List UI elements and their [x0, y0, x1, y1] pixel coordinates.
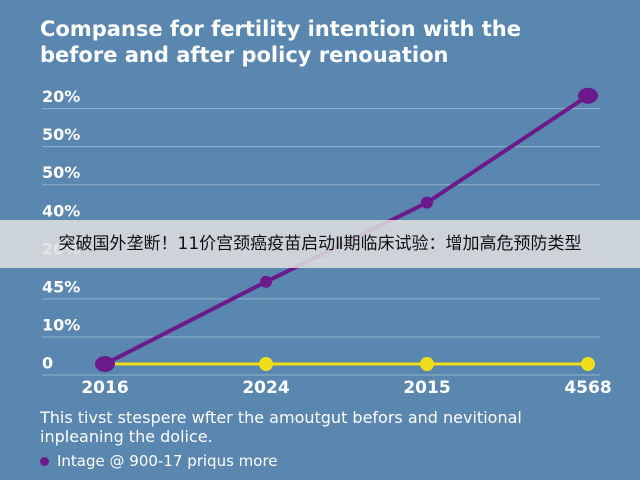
y-tick-label: 10%	[42, 315, 80, 334]
y-tick-label: 20%	[42, 87, 80, 106]
banner: 突破国外垄断！11价宫颈癌疫苗启动Ⅱ期临床试验：增加高危预防类型	[0, 220, 640, 268]
x-tick-label: 4568	[564, 378, 611, 398]
legend-swatch	[40, 456, 49, 466]
legend: Intage @ 900-17 priqus more	[40, 452, 278, 470]
y-tick-label: 50%	[42, 125, 80, 144]
point	[420, 357, 434, 371]
y-tick-label: 40%	[42, 201, 80, 220]
x-tick-label: 2016	[81, 378, 128, 398]
x-tick-label: 2024	[242, 378, 289, 398]
y-tick-label: 45%	[42, 277, 80, 296]
point	[259, 357, 273, 371]
y-tick-label: 50%	[42, 163, 80, 182]
caption: This tivst stespere wfter the amoutgut b…	[40, 408, 522, 446]
point	[95, 356, 115, 372]
point	[578, 87, 598, 104]
y-tick-label: 0	[42, 354, 53, 373]
point	[260, 275, 272, 288]
point	[581, 357, 595, 371]
legend-label: Intage @ 900-17 priqus more	[57, 452, 278, 470]
x-tick-label: 2015	[403, 378, 450, 398]
chart-title: Companse for fertility intention with th…	[40, 17, 522, 67]
point	[421, 196, 433, 209]
